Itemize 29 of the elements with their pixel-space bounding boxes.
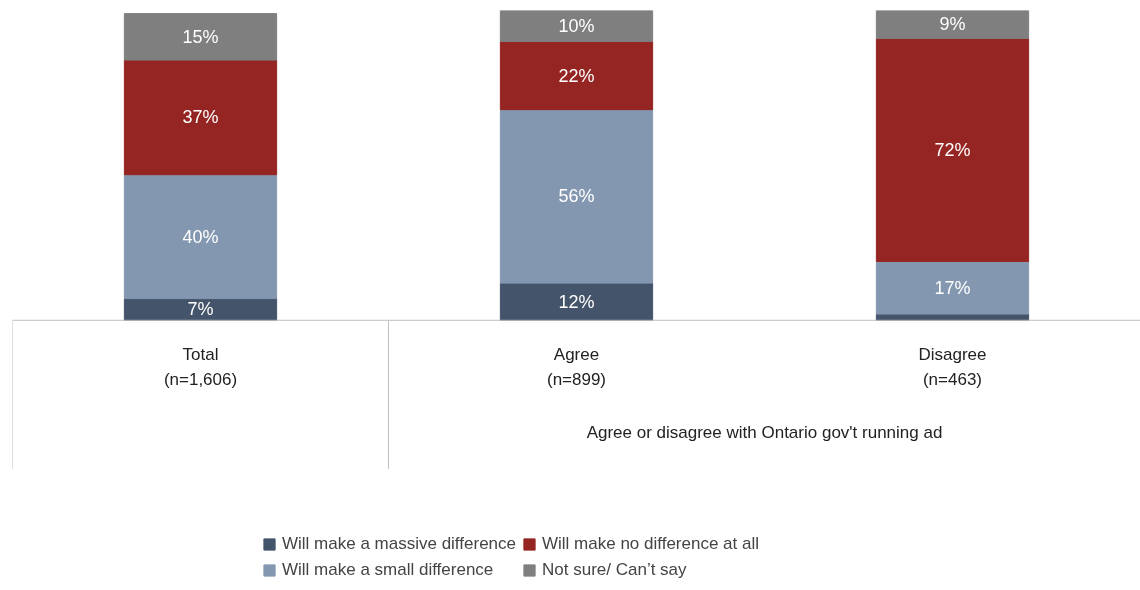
- bar: [499, 109, 654, 284]
- data-label: 56%: [558, 186, 595, 207]
- data-label: 7%: [187, 299, 214, 320]
- data-label: 17%: [934, 277, 971, 298]
- bar: [875, 37, 1030, 262]
- bar: [499, 40, 654, 111]
- data-label: 72%: [934, 139, 971, 160]
- x-tick-label: Disagree (n=463): [918, 345, 987, 389]
- legend-label: Will make a small difference: [282, 560, 494, 580]
- bar: [875, 10, 1030, 39]
- data-label: 40%: [182, 226, 219, 247]
- legend-label: Will make a massive difference: [282, 534, 516, 554]
- bar: [499, 282, 654, 321]
- data-label: 9%: [939, 14, 966, 35]
- x-tick-label: Agree (n=899): [546, 345, 607, 389]
- data-label: 12%: [558, 291, 595, 312]
- bar: [499, 10, 654, 42]
- data-label: 15%: [182, 26, 219, 47]
- bar: [123, 174, 278, 300]
- bar: [123, 13, 278, 61]
- data-label: 37%: [182, 107, 219, 128]
- data-label: 22%: [558, 65, 595, 86]
- data-label: 10%: [558, 15, 595, 36]
- legend-label: Not sure/ Can’t say: [542, 560, 687, 580]
- text: Agree or disagree with Ontario gov't running ad: [586, 422, 943, 442]
- legend-label: Will make no difference at all: [542, 534, 760, 554]
- bar: [875, 260, 1030, 315]
- bar: [123, 59, 278, 176]
- x-tick-label: Total (n=1,606): [163, 345, 238, 389]
